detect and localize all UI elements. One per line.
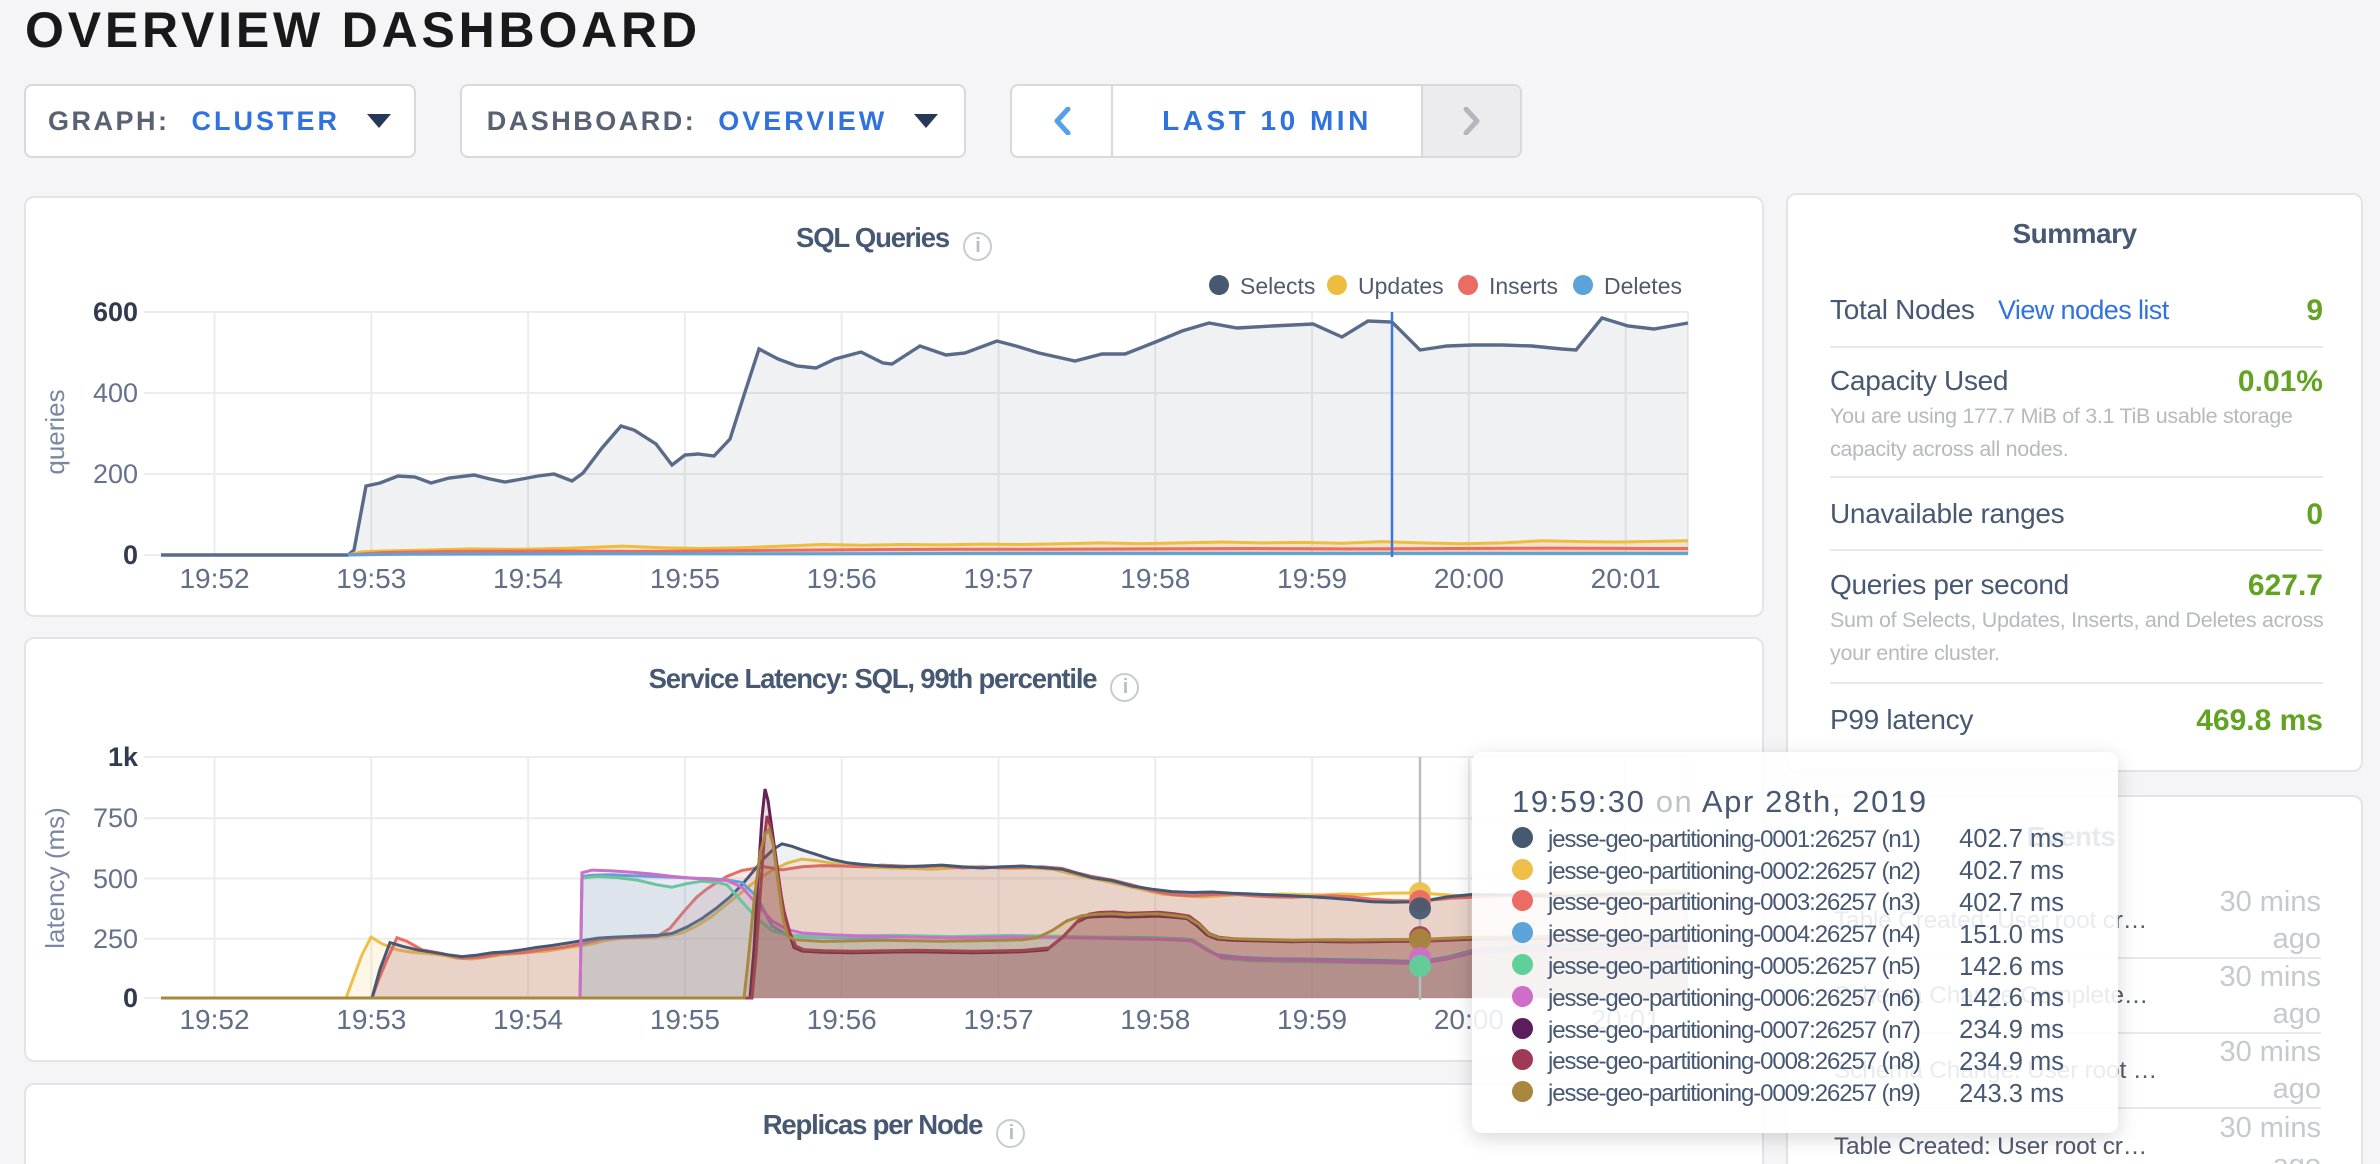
svg-text:Selects: Selects [1240, 273, 1315, 299]
svg-text:20:01: 20:01 [1591, 563, 1661, 594]
svg-text:19:54: 19:54 [493, 563, 563, 594]
svg-text:19:55: 19:55 [650, 563, 720, 594]
svg-text:19:58: 19:58 [1120, 563, 1190, 594]
svg-text:19:59: 19:59 [1277, 1004, 1347, 1035]
svg-text:19:52: 19:52 [179, 1004, 249, 1035]
svg-text:19:55: 19:55 [650, 1004, 720, 1035]
svg-text:0: 0 [123, 983, 138, 1013]
svg-text:19:56: 19:56 [807, 1004, 877, 1035]
svg-text:20:00: 20:00 [1434, 563, 1504, 594]
svg-text:19:57: 19:57 [963, 1004, 1033, 1035]
svg-text:19:53: 19:53 [336, 563, 406, 594]
svg-text:1k: 1k [108, 742, 139, 772]
svg-text:19:54: 19:54 [493, 1004, 563, 1035]
svg-text:750: 750 [93, 803, 138, 833]
svg-text:19:53: 19:53 [336, 1004, 406, 1035]
svg-text:19:52: 19:52 [179, 563, 249, 594]
svg-text:19:59: 19:59 [1277, 563, 1347, 594]
svg-text:19:58: 19:58 [1120, 1004, 1190, 1035]
svg-text:Inserts: Inserts [1489, 273, 1558, 299]
svg-text:19:56: 19:56 [807, 563, 877, 594]
svg-text:queries: queries [40, 389, 70, 474]
svg-text:500: 500 [93, 864, 138, 894]
svg-text:400: 400 [93, 378, 138, 408]
svg-text:0: 0 [123, 540, 138, 570]
svg-text:latency (ms): latency (ms) [40, 807, 70, 949]
svg-text:200: 200 [93, 459, 138, 489]
svg-text:Deletes: Deletes [1604, 273, 1682, 299]
svg-text:600: 600 [93, 297, 138, 327]
svg-text:250: 250 [93, 924, 138, 954]
svg-text:Updates: Updates [1358, 273, 1444, 299]
svg-text:19:57: 19:57 [963, 563, 1033, 594]
